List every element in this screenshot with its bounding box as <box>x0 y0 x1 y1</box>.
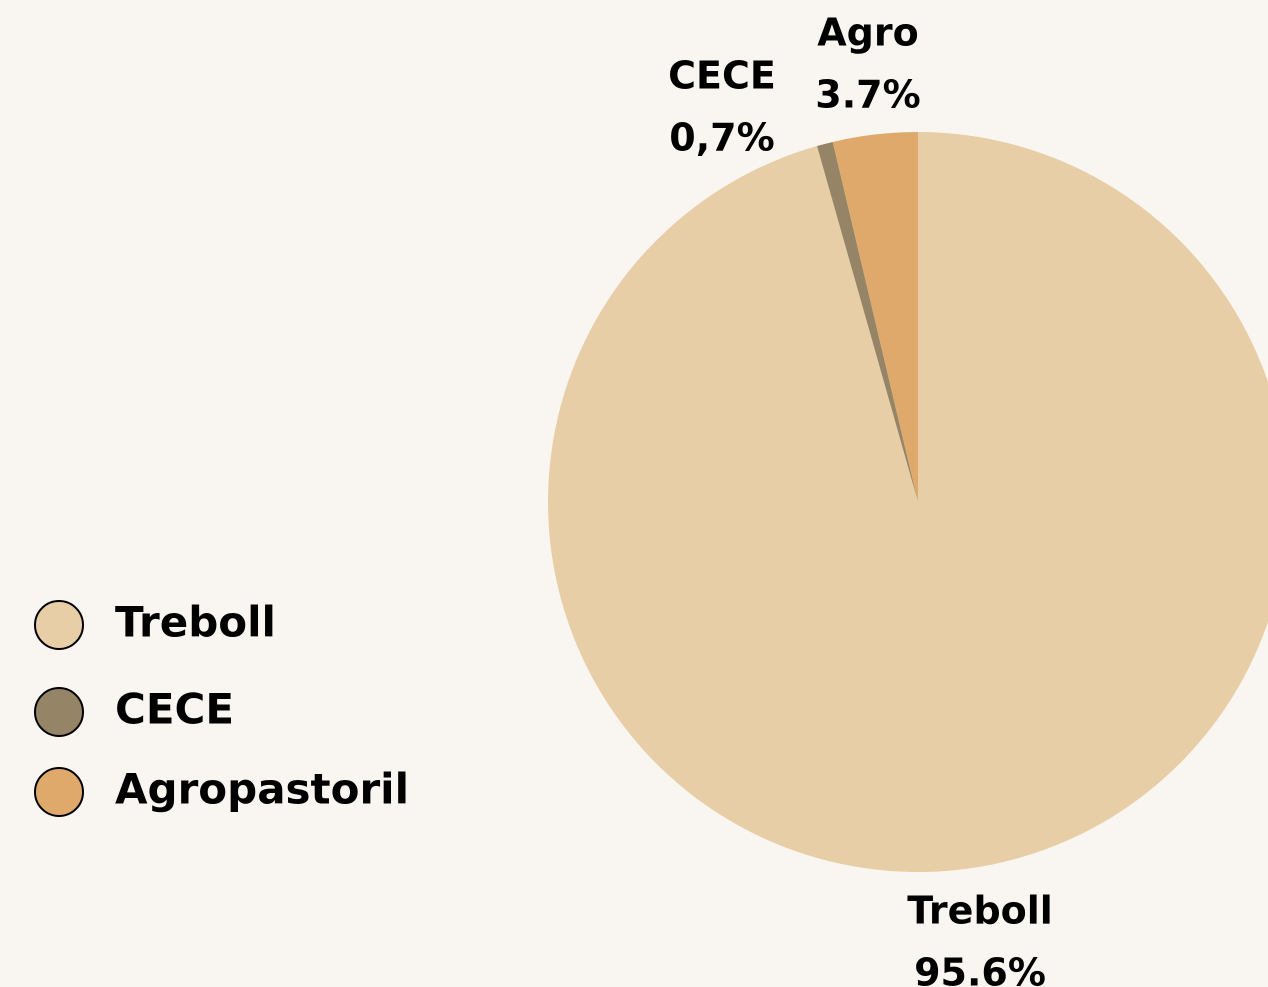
slice-label: CECE <box>668 54 776 98</box>
pie-slice <box>548 132 1268 872</box>
legend-swatch <box>34 600 84 650</box>
pie-slice <box>817 141 918 502</box>
legend-swatch <box>34 687 84 737</box>
slice-value-label: 95.6% <box>914 951 1046 987</box>
slice-label: Agro <box>817 11 918 55</box>
slice-value-label: 0,7% <box>669 116 774 160</box>
slice-label: Treboll <box>907 889 1053 933</box>
legend-swatch <box>34 767 84 817</box>
legend-label: Agropastoril <box>115 765 409 814</box>
legend-label: CECE <box>115 685 234 734</box>
pie-slice <box>832 132 918 502</box>
slice-value-label: 3.7% <box>815 73 920 117</box>
legend-label: Treboll <box>115 598 276 647</box>
